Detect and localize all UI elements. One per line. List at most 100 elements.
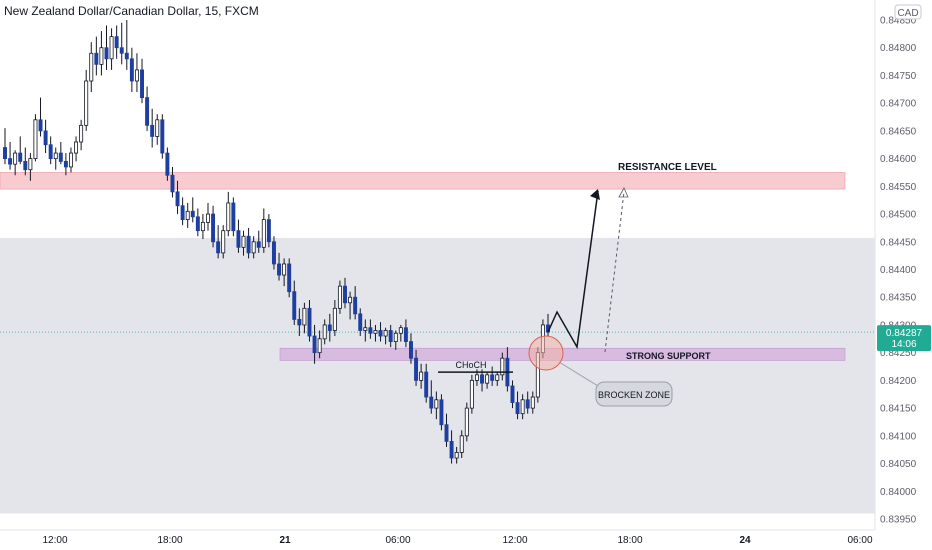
- candle-body-bear: [403, 327, 408, 342]
- candle-body-bear: [287, 263, 292, 293]
- candle-body-bear: [409, 341, 413, 359]
- candle: [119, 22, 124, 65]
- candle: [3, 128, 7, 165]
- candle-body-bull: [226, 202, 231, 232]
- candle: [84, 69, 89, 131]
- candle-body-bear: [43, 130, 48, 146]
- candle-body-bull: [520, 399, 525, 415]
- candle: [515, 391, 520, 420]
- candle-body-bear: [8, 158, 13, 165]
- broken-zone-circle: [528, 335, 564, 371]
- candle: [520, 394, 525, 420]
- candle: [271, 236, 276, 270]
- candle: [353, 286, 358, 320]
- candle-body-bull: [33, 119, 38, 160]
- candle: [358, 308, 363, 337]
- candle-body-bear: [150, 124, 155, 137]
- candle-body-bull: [363, 327, 368, 331]
- candle: [368, 319, 373, 339]
- candle-body-bear: [297, 318, 302, 326]
- candle: [175, 180, 180, 215]
- candle-body-bear: [414, 357, 419, 381]
- candle: [109, 28, 114, 70]
- candle: [398, 324, 403, 342]
- candle: [419, 363, 424, 389]
- candle: [337, 280, 342, 314]
- candle-body-bull: [383, 330, 388, 337]
- candle: [444, 413, 449, 447]
- candle: [287, 258, 292, 298]
- candle-body-bull: [332, 307, 337, 331]
- candle-body-bear: [124, 52, 129, 60]
- candle: [343, 277, 347, 309]
- candle: [8, 141, 13, 170]
- y-tick-label: 0.84550: [880, 182, 917, 193]
- candle-body-bear: [480, 374, 485, 384]
- candle: [200, 214, 205, 240]
- candle: [124, 20, 129, 70]
- candle: [378, 322, 383, 342]
- candle-body-bull: [53, 152, 58, 160]
- candle: [454, 446, 459, 464]
- candle-body-bear: [510, 385, 515, 403]
- candle: [495, 372, 500, 386]
- y-tick-label: 0.84600: [880, 154, 917, 165]
- candle: [307, 299, 312, 342]
- candle-body-bull: [393, 332, 398, 342]
- x-tick-label: 24: [739, 535, 751, 546]
- y-tick-label: 0.84850: [880, 16, 917, 27]
- y-tick-label: 0.84150: [880, 404, 917, 415]
- y-tick-label: 0.84750: [880, 71, 917, 82]
- candle-body-bear: [216, 241, 221, 254]
- currency-badge: [894, 4, 922, 20]
- y-tick-label: 0.84500: [880, 210, 917, 221]
- y-tick-label: 0.84800: [880, 43, 917, 54]
- candle: [434, 391, 439, 420]
- projection-path: [547, 190, 599, 350]
- y-tick-label: 0.84350: [880, 293, 917, 304]
- candle-body-bear: [94, 52, 99, 65]
- candle: [13, 150, 18, 176]
- candle: [256, 230, 261, 253]
- candle-body-bull: [68, 152, 73, 168]
- candle-body-bear: [444, 424, 449, 442]
- candle: [363, 319, 368, 342]
- candle-body-bull: [221, 230, 226, 254]
- candle-body-bear: [3, 147, 7, 160]
- x-tick-label: 12:00: [502, 535, 527, 546]
- candle-body-bear: [292, 291, 297, 320]
- time-axis-bg: [0, 530, 875, 550]
- candle: [231, 197, 236, 237]
- candle: [317, 330, 322, 359]
- candle-body-bear: [343, 285, 347, 304]
- candle-body-bull: [485, 374, 490, 384]
- y-tick-label: 0.83950: [880, 515, 917, 526]
- candle: [500, 352, 505, 381]
- candle: [18, 136, 23, 165]
- candle: [226, 191, 231, 237]
- candle: [48, 136, 53, 165]
- candle-body-bear: [58, 152, 63, 162]
- candle-body-bull: [454, 452, 459, 459]
- candle: [414, 349, 419, 386]
- candle-body-bull: [322, 324, 327, 340]
- candle-body-bull: [261, 219, 266, 248]
- broken-zone-label: BROCKEN ZONE: [598, 390, 670, 400]
- candle: [140, 58, 144, 104]
- candle-body-bull: [337, 285, 342, 309]
- projection-zone: [0, 237, 875, 514]
- candle-body-bull: [89, 52, 94, 82]
- candle: [53, 147, 58, 170]
- candle: [43, 119, 48, 154]
- broken-zone-callout: [595, 381, 673, 407]
- candle-body-bear: [119, 47, 124, 54]
- candle: [206, 202, 210, 231]
- candle-body-bear: [312, 335, 317, 354]
- candle-body-bull: [155, 119, 160, 137]
- candle-body-bear: [439, 399, 444, 426]
- candle-body-bull: [134, 69, 139, 82]
- candle: [464, 402, 469, 442]
- candle: [74, 136, 79, 162]
- y-tick-label: 0.84100: [880, 431, 917, 442]
